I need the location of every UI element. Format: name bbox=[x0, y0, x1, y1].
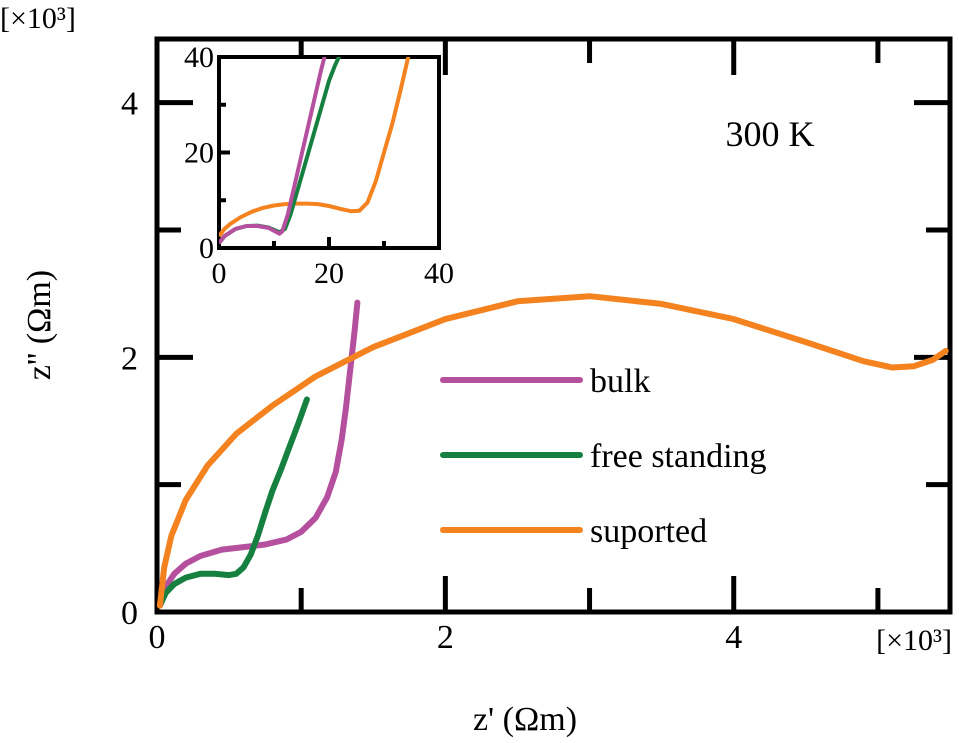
inset-series-line-suported bbox=[219, 57, 411, 238]
legend-label: free standing bbox=[590, 438, 767, 475]
inset-series-line-bulk bbox=[219, 57, 327, 245]
y-tick-label: 4 bbox=[121, 86, 138, 123]
x-multiplier: [×10³] bbox=[876, 624, 952, 657]
inset-ticks bbox=[219, 102, 386, 248]
x-tick-label: 0 bbox=[149, 619, 166, 656]
x-axis-label: z' (Ωm) bbox=[473, 701, 577, 738]
legend-label: suported bbox=[590, 513, 707, 550]
series-line-free-standing bbox=[156, 396, 310, 609]
inset-y-tick-label: 20 bbox=[184, 137, 214, 170]
y-tick-label: 0 bbox=[121, 595, 138, 632]
x-tick-label: 4 bbox=[725, 619, 742, 656]
series-line-bulk bbox=[156, 299, 361, 609]
y-multiplier: [×10³] bbox=[0, 2, 76, 35]
inset-y-tick-label: 40 bbox=[184, 41, 214, 74]
series-line-suported bbox=[156, 293, 949, 609]
y-tick-labels: 0 2 4 bbox=[121, 86, 138, 632]
x-tick-labels: 0 2 4 bbox=[149, 619, 743, 656]
main-ticks bbox=[157, 39, 950, 612]
y-axis-label: z'' (Ωm) bbox=[21, 270, 58, 380]
main-series bbox=[156, 293, 949, 609]
inset-y-tick-label: 0 bbox=[199, 232, 214, 265]
main-plot-frame bbox=[154, 36, 953, 615]
inset-y-tick-labels: 0 20 40 bbox=[184, 41, 214, 265]
temperature-annotation: 300 K bbox=[726, 114, 815, 154]
inset-x-tick-label: 40 bbox=[424, 257, 454, 290]
inset-x-tick-label: 20 bbox=[314, 257, 344, 290]
inset-x-tick-labels: 0 20 40 bbox=[212, 257, 455, 290]
x-tick-label: 2 bbox=[437, 619, 454, 656]
legend: bulk free standing suported bbox=[440, 363, 767, 550]
inset-x-tick-label: 0 bbox=[212, 257, 227, 290]
legend-label: bulk bbox=[590, 363, 650, 400]
y-tick-label: 2 bbox=[121, 340, 138, 377]
inset-series bbox=[219, 57, 411, 245]
